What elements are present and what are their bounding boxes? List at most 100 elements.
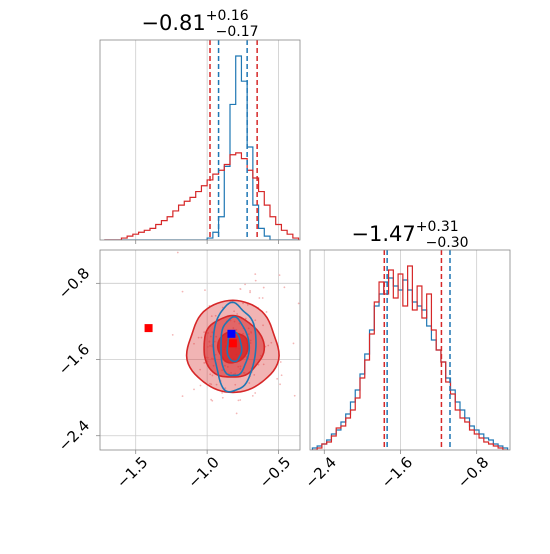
joint-x-tick-label: −0.5 xyxy=(256,453,294,491)
marginal-x-title-minus: −0.17 xyxy=(216,24,259,40)
joint-sample-point xyxy=(251,394,254,397)
joint-contours-blue xyxy=(212,301,257,393)
joint-sample-point xyxy=(244,317,247,320)
marginal-y-title-plus: +0.31 xyxy=(416,219,459,235)
joint-sample-point xyxy=(235,412,238,415)
joint-x-ticks: −1.5 −1.0 −0.5 xyxy=(113,450,294,492)
joint-sample-point xyxy=(199,384,202,387)
joint-sample-point xyxy=(237,399,240,402)
marginal-x-frame xyxy=(99,39,301,241)
joint-y-tick-label: −1.6 xyxy=(55,340,93,378)
joint-sample-point xyxy=(297,302,300,305)
marginal-y-frame xyxy=(309,249,511,451)
marginal-x-title: −0.81+0.16 −0.17 xyxy=(141,8,258,40)
joint-sample-point xyxy=(254,319,257,322)
joint-sample-point xyxy=(336,334,338,336)
joint-sample-point xyxy=(246,303,249,306)
joint-sample-point xyxy=(224,387,227,390)
joint-sample-point xyxy=(276,377,279,380)
marginal-y-title-minus: −0.30 xyxy=(426,235,469,251)
marginal-y-tick-label: −1.6 xyxy=(378,453,416,491)
joint-sample-point xyxy=(279,361,282,363)
joint-sample-point xyxy=(197,336,200,339)
joint-sample-point xyxy=(193,342,195,345)
joint-marker xyxy=(144,324,153,333)
marginal-y-tick-label: −2.4 xyxy=(302,453,340,491)
marginal-y-histogram-series xyxy=(311,277,509,450)
joint-sample-point xyxy=(262,324,264,327)
joint-sample-point xyxy=(200,336,203,339)
joint-sample-point xyxy=(261,297,264,299)
joint-sample-point xyxy=(257,363,260,366)
marginal-x-grid xyxy=(135,40,279,240)
joint-sample-point xyxy=(292,342,295,345)
joint-frame xyxy=(99,249,301,451)
marginal-x-histogram-series xyxy=(104,152,300,240)
joint-sample-point xyxy=(293,394,296,397)
joint-sample-point xyxy=(203,331,206,334)
joint-sample-point xyxy=(210,315,213,317)
joint-sample-point xyxy=(181,290,184,293)
joint-sample-point xyxy=(253,373,256,376)
marginal-y-histograms xyxy=(311,265,509,450)
joint-x-tick-label: −1.5 xyxy=(113,453,151,491)
joint-sample-point xyxy=(244,283,246,286)
joint-sample-point xyxy=(204,361,206,364)
joint-sample-point xyxy=(209,373,212,376)
marginal-y-quantile-lines xyxy=(383,250,451,450)
joint-sample-point xyxy=(283,286,286,289)
joint-sample-point xyxy=(211,399,214,402)
joint-contour-blue-level xyxy=(212,301,257,393)
joint-marker xyxy=(227,329,236,338)
joint-sample-point xyxy=(239,399,242,401)
joint-y-ticks: −0.8 −1.6 −2.4 xyxy=(55,264,100,455)
marginal-y-ticks: −2.4 −1.6 −0.8 xyxy=(302,450,492,492)
joint-sample-point xyxy=(265,311,268,313)
joint-sample-point xyxy=(215,383,218,386)
joint-sample-point xyxy=(199,368,202,371)
joint-sample-point xyxy=(214,314,217,317)
joint-sample-point xyxy=(258,297,261,299)
joint-sample-point xyxy=(193,388,195,391)
marginal-y-grid xyxy=(323,250,478,450)
marginal-x-quantile-lines xyxy=(209,40,258,240)
joint-sample-point xyxy=(236,313,239,315)
joint-sample-point xyxy=(239,287,242,290)
joint-sample-point xyxy=(270,341,273,344)
joint-x-tick-label: −1.0 xyxy=(184,453,222,491)
joint-sample-point xyxy=(221,396,224,399)
joint-sample-point xyxy=(278,274,281,277)
joint-sample-point xyxy=(262,286,265,289)
joint-sample-point xyxy=(254,273,257,275)
joint-sample-point xyxy=(233,310,236,313)
joint-sample-point xyxy=(171,333,174,336)
joint-marker xyxy=(228,339,237,348)
joint-sample-point xyxy=(254,279,257,282)
joint-sample-point xyxy=(279,383,281,386)
marginal-y-title: −1.47+0.31 −0.30 xyxy=(351,219,468,251)
marginal-x-panel: −0.81+0.16 −0.17 xyxy=(99,8,301,244)
marginal-y-tick-label: −0.8 xyxy=(454,453,492,491)
joint-markers xyxy=(144,324,237,348)
joint-sample-point xyxy=(210,398,213,401)
joint-sample-point xyxy=(254,392,257,394)
joint-sample-point xyxy=(221,391,224,394)
joint-sample-point xyxy=(242,302,244,305)
joint-sample-point xyxy=(249,290,251,292)
joint-sample-point xyxy=(211,374,214,377)
joint-sample-point xyxy=(176,251,179,254)
joint-y-tick-label: −2.4 xyxy=(55,416,93,454)
joint-sample-point xyxy=(267,344,270,347)
marginal-x-title-plus: +0.16 xyxy=(206,8,249,24)
joint-contour-blue-level xyxy=(220,315,251,377)
joint-sample-point xyxy=(209,382,211,385)
joint-sample-point xyxy=(181,395,184,398)
marginal-y-histogram-series xyxy=(312,265,508,450)
marginal-x-ticks xyxy=(135,240,279,244)
joint-y-tick-label: −0.8 xyxy=(55,264,93,302)
joint-sample-point xyxy=(280,374,283,377)
marginal-y-panel: −1.47+0.31 −0.30 −2.4 −1.6 −0.8 xyxy=(302,219,511,492)
joint-contour-blue-level xyxy=(226,331,243,363)
